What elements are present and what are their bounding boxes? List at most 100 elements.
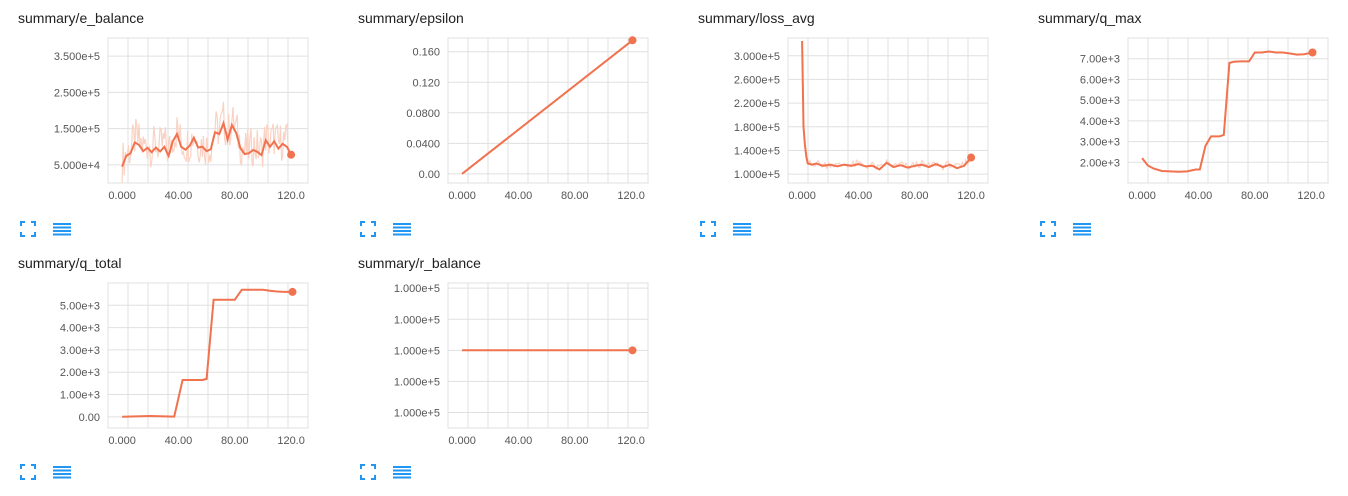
- series-line: [121, 119, 292, 168]
- x-tick-label: 80.00: [561, 190, 589, 202]
- chart-title: summary/q_max: [1038, 10, 1142, 26]
- fit-domain-icon[interactable]: [18, 463, 38, 481]
- y-tick-label: 2.00e+3: [60, 367, 100, 379]
- x-tick-label: 120.0: [1297, 190, 1325, 202]
- chart-q-total[interactable]: 0.00 1.00e+3 2.00e+3 3.00e+3 4.00e+3 5.00e+3 0…: [18, 275, 318, 473]
- grid: [787, 37, 989, 184]
- grid: [447, 37, 649, 184]
- data-table-icon[interactable]: [1072, 220, 1092, 238]
- chart-title: summary/loss_avg: [698, 10, 815, 26]
- y-tick-label: 2.500e+5: [54, 87, 100, 99]
- x-tick-label: 120.0: [277, 435, 305, 447]
- x-tick-label: 120.0: [617, 190, 645, 202]
- y-tick-label: 2.200e+5: [734, 98, 780, 110]
- x-tick-label: 80.00: [221, 435, 249, 447]
- x-tick-label: 120.0: [277, 190, 305, 202]
- y-tick-label: 1.500e+5: [54, 124, 100, 136]
- series-end-marker: [287, 150, 296, 159]
- data-table-icon[interactable]: [732, 220, 752, 238]
- fit-domain-icon[interactable]: [358, 463, 378, 481]
- y-tick-label: 1.000e+5: [734, 169, 780, 181]
- chart-title: summary/e_balance: [18, 10, 145, 26]
- y-tick-label: 0.00: [79, 412, 100, 424]
- y-tick-label: 4.00e+3: [1080, 116, 1120, 128]
- x-tick-label: 0.000: [108, 435, 136, 447]
- series-line: [122, 288, 293, 418]
- x-tick-label: 80.00: [561, 435, 589, 447]
- y-tick-label: 2.00e+3: [1080, 157, 1120, 169]
- series-end-marker: [628, 36, 637, 45]
- plot-frame: [787, 37, 989, 184]
- chart-e-balance[interactable]: 5.000e+4 1.500e+5 2.500e+5 3.500e+5 0.000 40.…: [18, 30, 318, 228]
- series-line: [801, 40, 972, 171]
- y-tick-label: 3.00e+3: [60, 345, 100, 357]
- x-tick-label: 40.00: [1185, 190, 1213, 202]
- card-loss-avg: summary/loss_avg 1.000e+5 1.400e+5 1.800e+…: [698, 10, 1028, 250]
- fit-domain-icon[interactable]: [358, 220, 378, 238]
- chart-q-max[interactable]: 2.00e+3 3.00e+3 4.00e+3 5.00e+3 6.00e+3 7.00e…: [1038, 30, 1338, 228]
- series-line: [1141, 50, 1313, 173]
- y-tick-label: 0.0800: [406, 108, 440, 120]
- y-tick-label: 1.000e+5: [394, 407, 440, 419]
- y-tick-label: 1.000e+5: [394, 283, 440, 295]
- series-end-marker: [288, 287, 297, 296]
- grid: [1127, 37, 1329, 184]
- plot-frame: [1127, 37, 1329, 184]
- series-line: [461, 39, 634, 175]
- y-tick-label: 1.00e+3: [60, 390, 100, 402]
- y-tick-label: 1.000e+5: [394, 345, 440, 357]
- x-tick-label: 40.00: [165, 435, 193, 447]
- grid: [447, 282, 649, 429]
- card-q-max: summary/q_max 2.00e+3 3.00e+3 4.00e+3 5.00e…: [1038, 10, 1348, 250]
- y-tick-label: 1.800e+5: [734, 122, 780, 134]
- y-tick-label: 5.00e+3: [60, 300, 100, 312]
- x-tick-label: 80.00: [221, 190, 249, 202]
- fit-domain-icon[interactable]: [698, 220, 718, 238]
- y-tick-label: 5.00e+3: [1080, 95, 1120, 107]
- y-tick-label: 5.000e+4: [54, 160, 100, 172]
- card-q-total: summary/q_total 0.00 1.00e+3 2.00e+3 3.00e+…: [18, 255, 348, 495]
- grid: [107, 37, 309, 184]
- data-table-icon[interactable]: [392, 220, 412, 238]
- y-tick-label: 0.00: [419, 169, 440, 181]
- y-tick-label: 3.000e+5: [734, 51, 780, 63]
- plot-frame: [447, 37, 649, 184]
- y-tick-label: 3.500e+5: [54, 51, 100, 63]
- x-tick-label: 40.00: [505, 435, 533, 447]
- x-tick-label: 0.000: [788, 190, 816, 202]
- x-tick-label: 40.00: [505, 190, 533, 202]
- x-tick-label: 0.000: [448, 190, 476, 202]
- data-table-icon[interactable]: [392, 463, 412, 481]
- plot-frame: [447, 282, 649, 429]
- card-epsilon: summary/epsilon 0.00 0.0400 0.0800 0.120 0.1…: [358, 10, 688, 250]
- y-tick-label: 2.600e+5: [734, 74, 780, 86]
- x-tick-label: 0.000: [108, 190, 136, 202]
- y-tick-label: 6.00e+3: [1080, 74, 1120, 86]
- x-tick-label: 80.00: [1241, 190, 1269, 202]
- y-tick-label: 1.400e+5: [734, 145, 780, 157]
- chart-epsilon[interactable]: 0.00 0.0400 0.0800 0.120 0.160 0.000 40.00 80.0…: [358, 30, 658, 228]
- y-tick-label: 0.0400: [406, 138, 440, 150]
- plot-frame: [107, 37, 309, 184]
- data-table-icon[interactable]: [52, 220, 72, 238]
- chart-loss-avg[interactable]: 1.000e+5 1.400e+5 1.800e+5 2.200e+5 2.600e+5…: [698, 30, 998, 228]
- x-tick-label: 120.0: [617, 435, 645, 447]
- y-tick-label: 7.00e+3: [1080, 54, 1120, 66]
- x-tick-label: 80.00: [901, 190, 929, 202]
- x-tick-label: 40.00: [165, 190, 193, 202]
- series-end-marker: [1308, 48, 1317, 57]
- chart-r-balance[interactable]: 1.000e+5 1.000e+5 1.000e+5 1.000e+5 1.000e+5…: [358, 275, 658, 473]
- y-tick-label: 1.000e+5: [394, 314, 440, 326]
- y-tick-label: 3.00e+3: [1080, 137, 1120, 149]
- fit-domain-icon[interactable]: [18, 220, 38, 238]
- card-r-balance: summary/r_balance 1.000e+5 1.000e+5 1.000e…: [358, 255, 688, 495]
- plot-frame: [107, 282, 309, 429]
- x-tick-label: 0.000: [448, 435, 476, 447]
- y-tick-label: 0.160: [412, 47, 440, 59]
- chart-title: summary/r_balance: [358, 255, 481, 271]
- chart-title: summary/epsilon: [358, 10, 464, 26]
- fit-domain-icon[interactable]: [1038, 220, 1058, 238]
- data-table-icon[interactable]: [52, 463, 72, 481]
- y-tick-label: 4.00e+3: [60, 323, 100, 335]
- x-tick-label: 120.0: [957, 190, 985, 202]
